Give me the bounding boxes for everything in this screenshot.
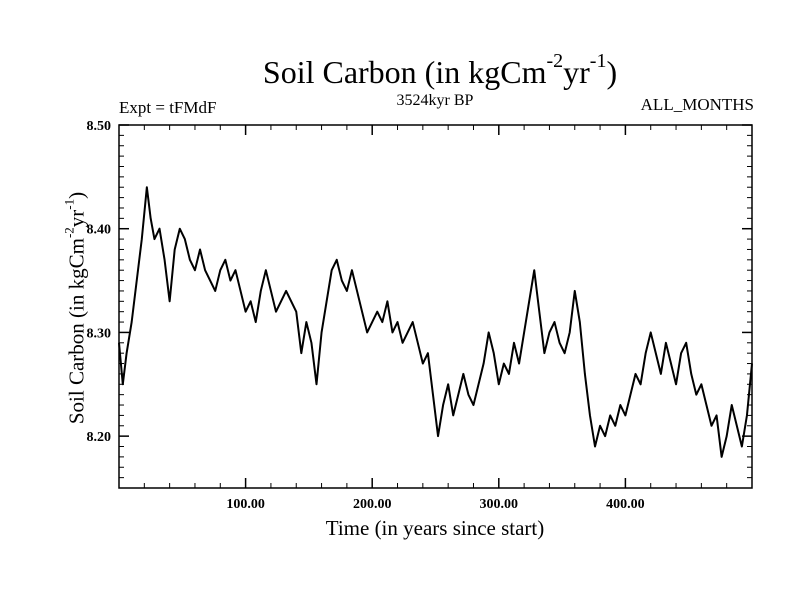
x-axis-label: Time (in years since start): [325, 516, 545, 540]
y-tick-label: 8.20: [87, 430, 112, 445]
series-line: [118, 186, 753, 458]
y-tick-label: 8.40: [87, 223, 112, 238]
plot-frame: [118, 124, 753, 489]
experiment-label: Expt = tFMdF: [119, 98, 217, 117]
x-tick-label: 300.00: [480, 497, 519, 512]
y-axis-label: Soil Carbon (in kgCm-2yr-1): [61, 191, 89, 425]
x-tick-label: 400.00: [606, 497, 645, 512]
y-tick-label: 8.30: [87, 326, 112, 341]
chart-title: Soil Carbon (in kgCm-2yr-1): [262, 50, 618, 90]
months-label: ALL_MONTHS: [640, 95, 754, 114]
x-tick-label: 100.00: [226, 497, 265, 512]
y-tick-label: 8.50: [87, 119, 112, 134]
chart-subtitle: 3524kyr BP: [396, 92, 474, 109]
ticks-layer: 100.00 200.00 300.00 400.00 8.20 8.30 8.40 8.50: [87, 119, 752, 512]
x-tick-label: 200.00: [353, 497, 392, 512]
series-layer: [118, 186, 753, 458]
